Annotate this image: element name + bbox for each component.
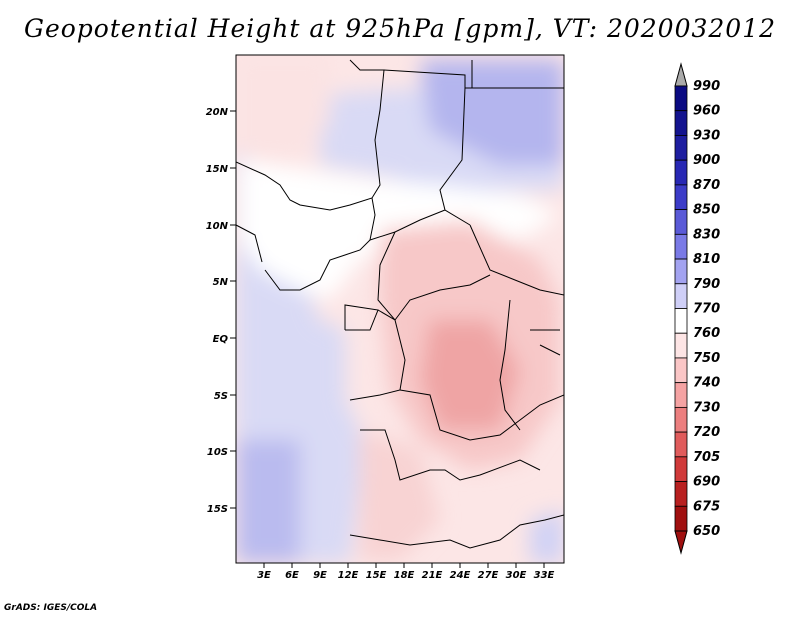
colorbar-label: 960 [693, 104, 720, 119]
lon-tick-label: 9E [313, 570, 327, 581]
latitude-axis: 20N 15N 10N 5N EQ 5S 10S 15S [206, 107, 236, 515]
lon-tick-label: 33E [534, 570, 555, 581]
lat-tick-label: 5S [214, 391, 228, 402]
lat-tick-label: 20N [206, 107, 229, 118]
colorbar-label: 990 [693, 79, 720, 94]
lat-tick-label: 10N [206, 221, 229, 232]
colorbar: 990 960 930 900 870 850 830 810 790 770 760 750 740 7… [674, 62, 720, 555]
colorbar-label: 850 [693, 203, 720, 218]
colorbar-label: 650 [693, 524, 720, 539]
colorbar-label: 675 [693, 499, 720, 514]
lon-tick-label: 27E [478, 570, 499, 581]
colorbar-swatch [674, 406, 688, 433]
colorbar-label: 790 [693, 277, 720, 292]
lon-tick-label: 18E [394, 570, 415, 581]
colorbar-swatch [674, 135, 688, 161]
lon-tick-label: 12E [338, 570, 359, 581]
colorbar-label: 830 [693, 227, 720, 242]
colorbar-swatch [674, 258, 688, 285]
colorbar-bottom-arrow [674, 530, 688, 555]
colorbar-swatch [674, 209, 688, 235]
colorbar-swatch [674, 184, 688, 211]
lon-tick-label: 30E [506, 570, 527, 581]
colorbar-label: 810 [693, 252, 720, 267]
colorbar-swatch [674, 505, 688, 532]
colorbar-swatch [674, 308, 688, 334]
colorbar-swatch [674, 382, 688, 408]
colorbar-label: 870 [693, 178, 720, 193]
colorbar-label: 900 [693, 153, 720, 168]
lon-tick-label: 3E [257, 570, 271, 581]
colorbar-swatch [674, 481, 688, 507]
colorbar-label: 705 [693, 450, 720, 465]
map-title: Geopotential Height at 925hPa [gpm], VT:… [23, 14, 777, 43]
colorbar-swatch [674, 431, 688, 458]
lat-tick-label: 5N [213, 277, 229, 288]
colorbar-swatch [674, 159, 688, 186]
lon-tick-label: 21E [422, 570, 443, 581]
map-panel [235, 54, 565, 564]
lon-tick-label: 24E [450, 570, 471, 581]
colorbar-swatch [674, 456, 688, 482]
lat-tick-label: EQ [213, 334, 229, 345]
colorbar-swatch [674, 85, 688, 112]
colorbar-label: 720 [693, 425, 720, 440]
colorbar-swatch [674, 332, 688, 359]
colorbar-label: 770 [693, 302, 720, 317]
longitude-axis: 3E 6E 9E 12E 15E 18E 21E 24E 27E 30E 33E [257, 563, 555, 581]
colorbar-label: 730 [693, 400, 720, 415]
colorbar-swatch [674, 357, 688, 384]
colorbar-label: 750 [693, 351, 720, 366]
colorbar-label: 740 [693, 376, 720, 391]
colorbar-label: 930 [693, 128, 720, 143]
lat-tick-label: 10S [207, 447, 228, 458]
lon-tick-label: 6E [285, 570, 299, 581]
colorbar-label: 760 [693, 326, 720, 341]
colorbar-swatch [674, 233, 688, 260]
colorbar-label: 690 [693, 475, 720, 490]
lat-tick-label: 15N [206, 164, 229, 175]
lat-tick-label: 15S [207, 504, 228, 515]
credit-label: GrADS: IGES/COLA [4, 603, 98, 613]
colorbar-top-arrow [674, 62, 688, 87]
colorbar-swatch [674, 110, 688, 136]
colorbar-swatch [674, 283, 688, 309]
lon-tick-label: 15E [366, 570, 387, 581]
